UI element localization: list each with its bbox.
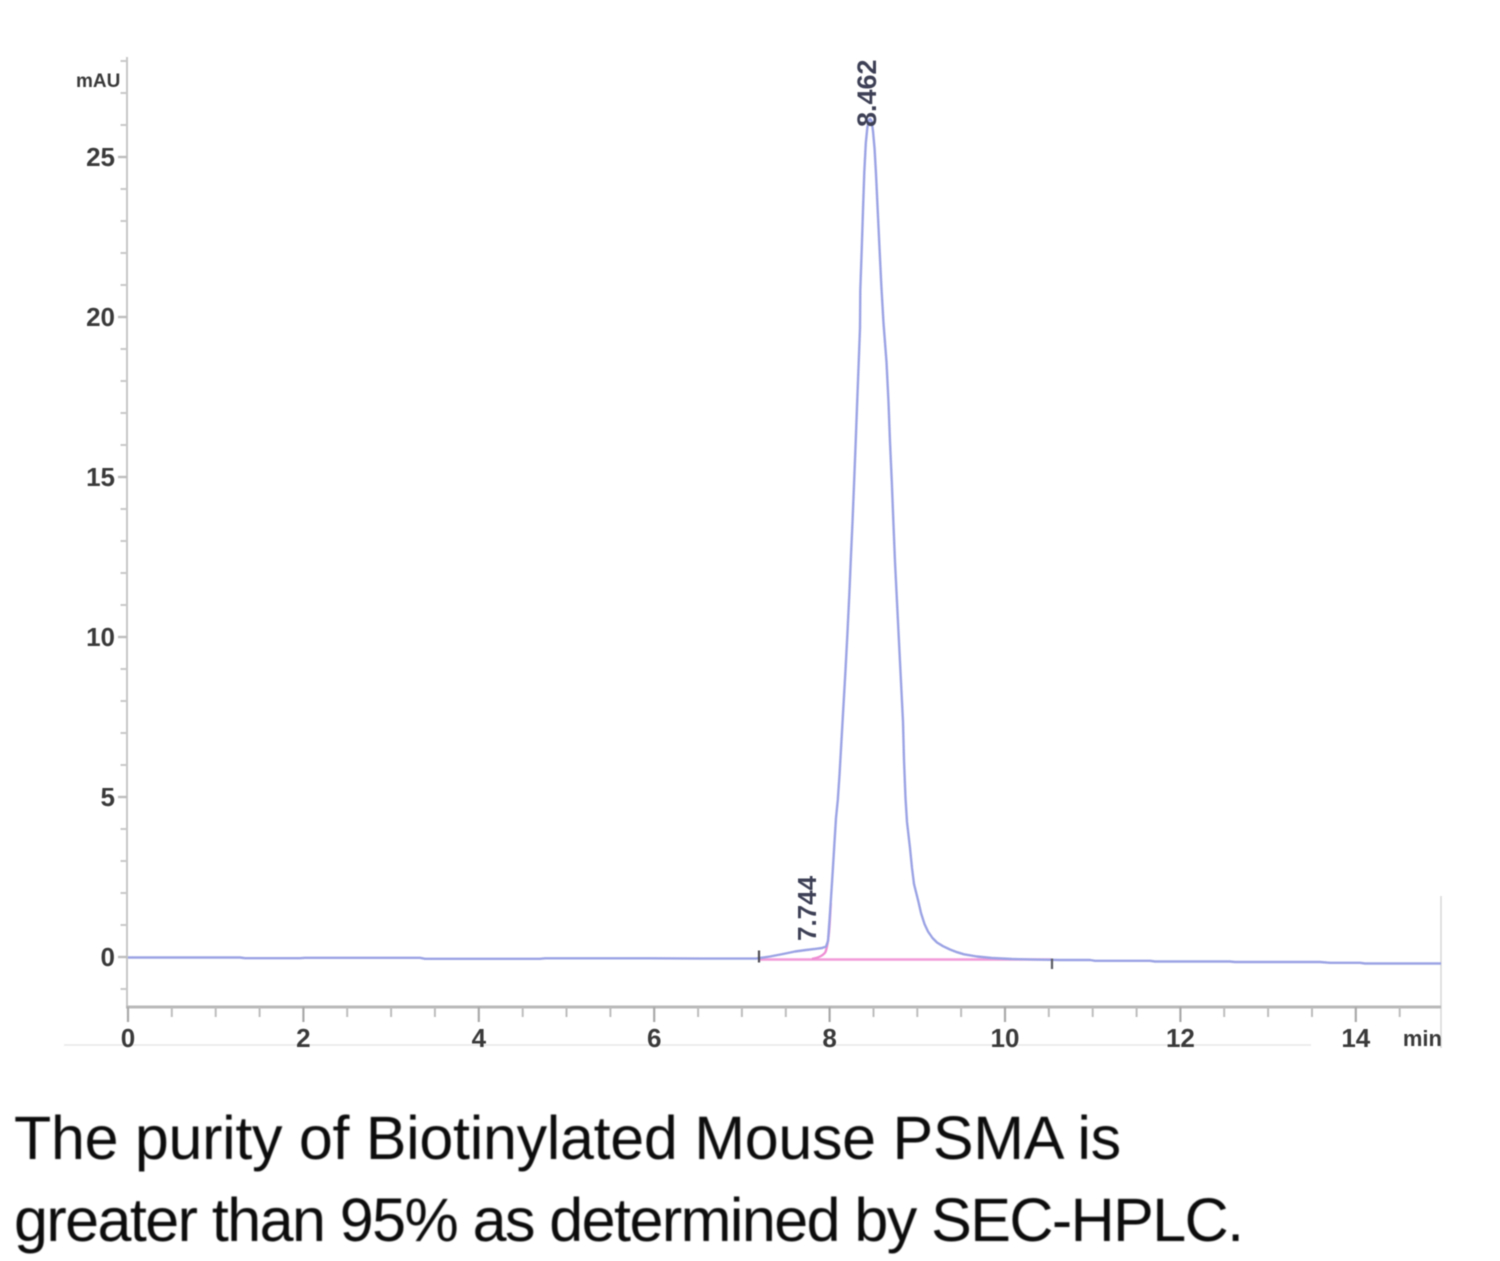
svg-text:7.744: 7.744 (792, 875, 822, 941)
svg-text:10: 10 (991, 1023, 1020, 1053)
svg-text:0: 0 (101, 942, 115, 972)
svg-text:min: min (1403, 1026, 1442, 1051)
svg-text:15: 15 (86, 462, 115, 492)
svg-text:12: 12 (1166, 1023, 1195, 1053)
svg-text:25: 25 (86, 142, 115, 172)
svg-text:8: 8 (822, 1023, 836, 1053)
svg-text:5: 5 (101, 782, 115, 812)
svg-text:2: 2 (296, 1023, 310, 1053)
svg-text:10: 10 (86, 622, 115, 652)
svg-text:mAU: mAU (76, 71, 120, 92)
svg-text:8.462: 8.462 (852, 59, 882, 127)
svg-text:0: 0 (121, 1023, 135, 1053)
svg-text:14: 14 (1341, 1023, 1370, 1053)
svg-text:4: 4 (472, 1023, 487, 1053)
svg-text:20: 20 (86, 302, 115, 332)
svg-text:6: 6 (647, 1023, 661, 1053)
